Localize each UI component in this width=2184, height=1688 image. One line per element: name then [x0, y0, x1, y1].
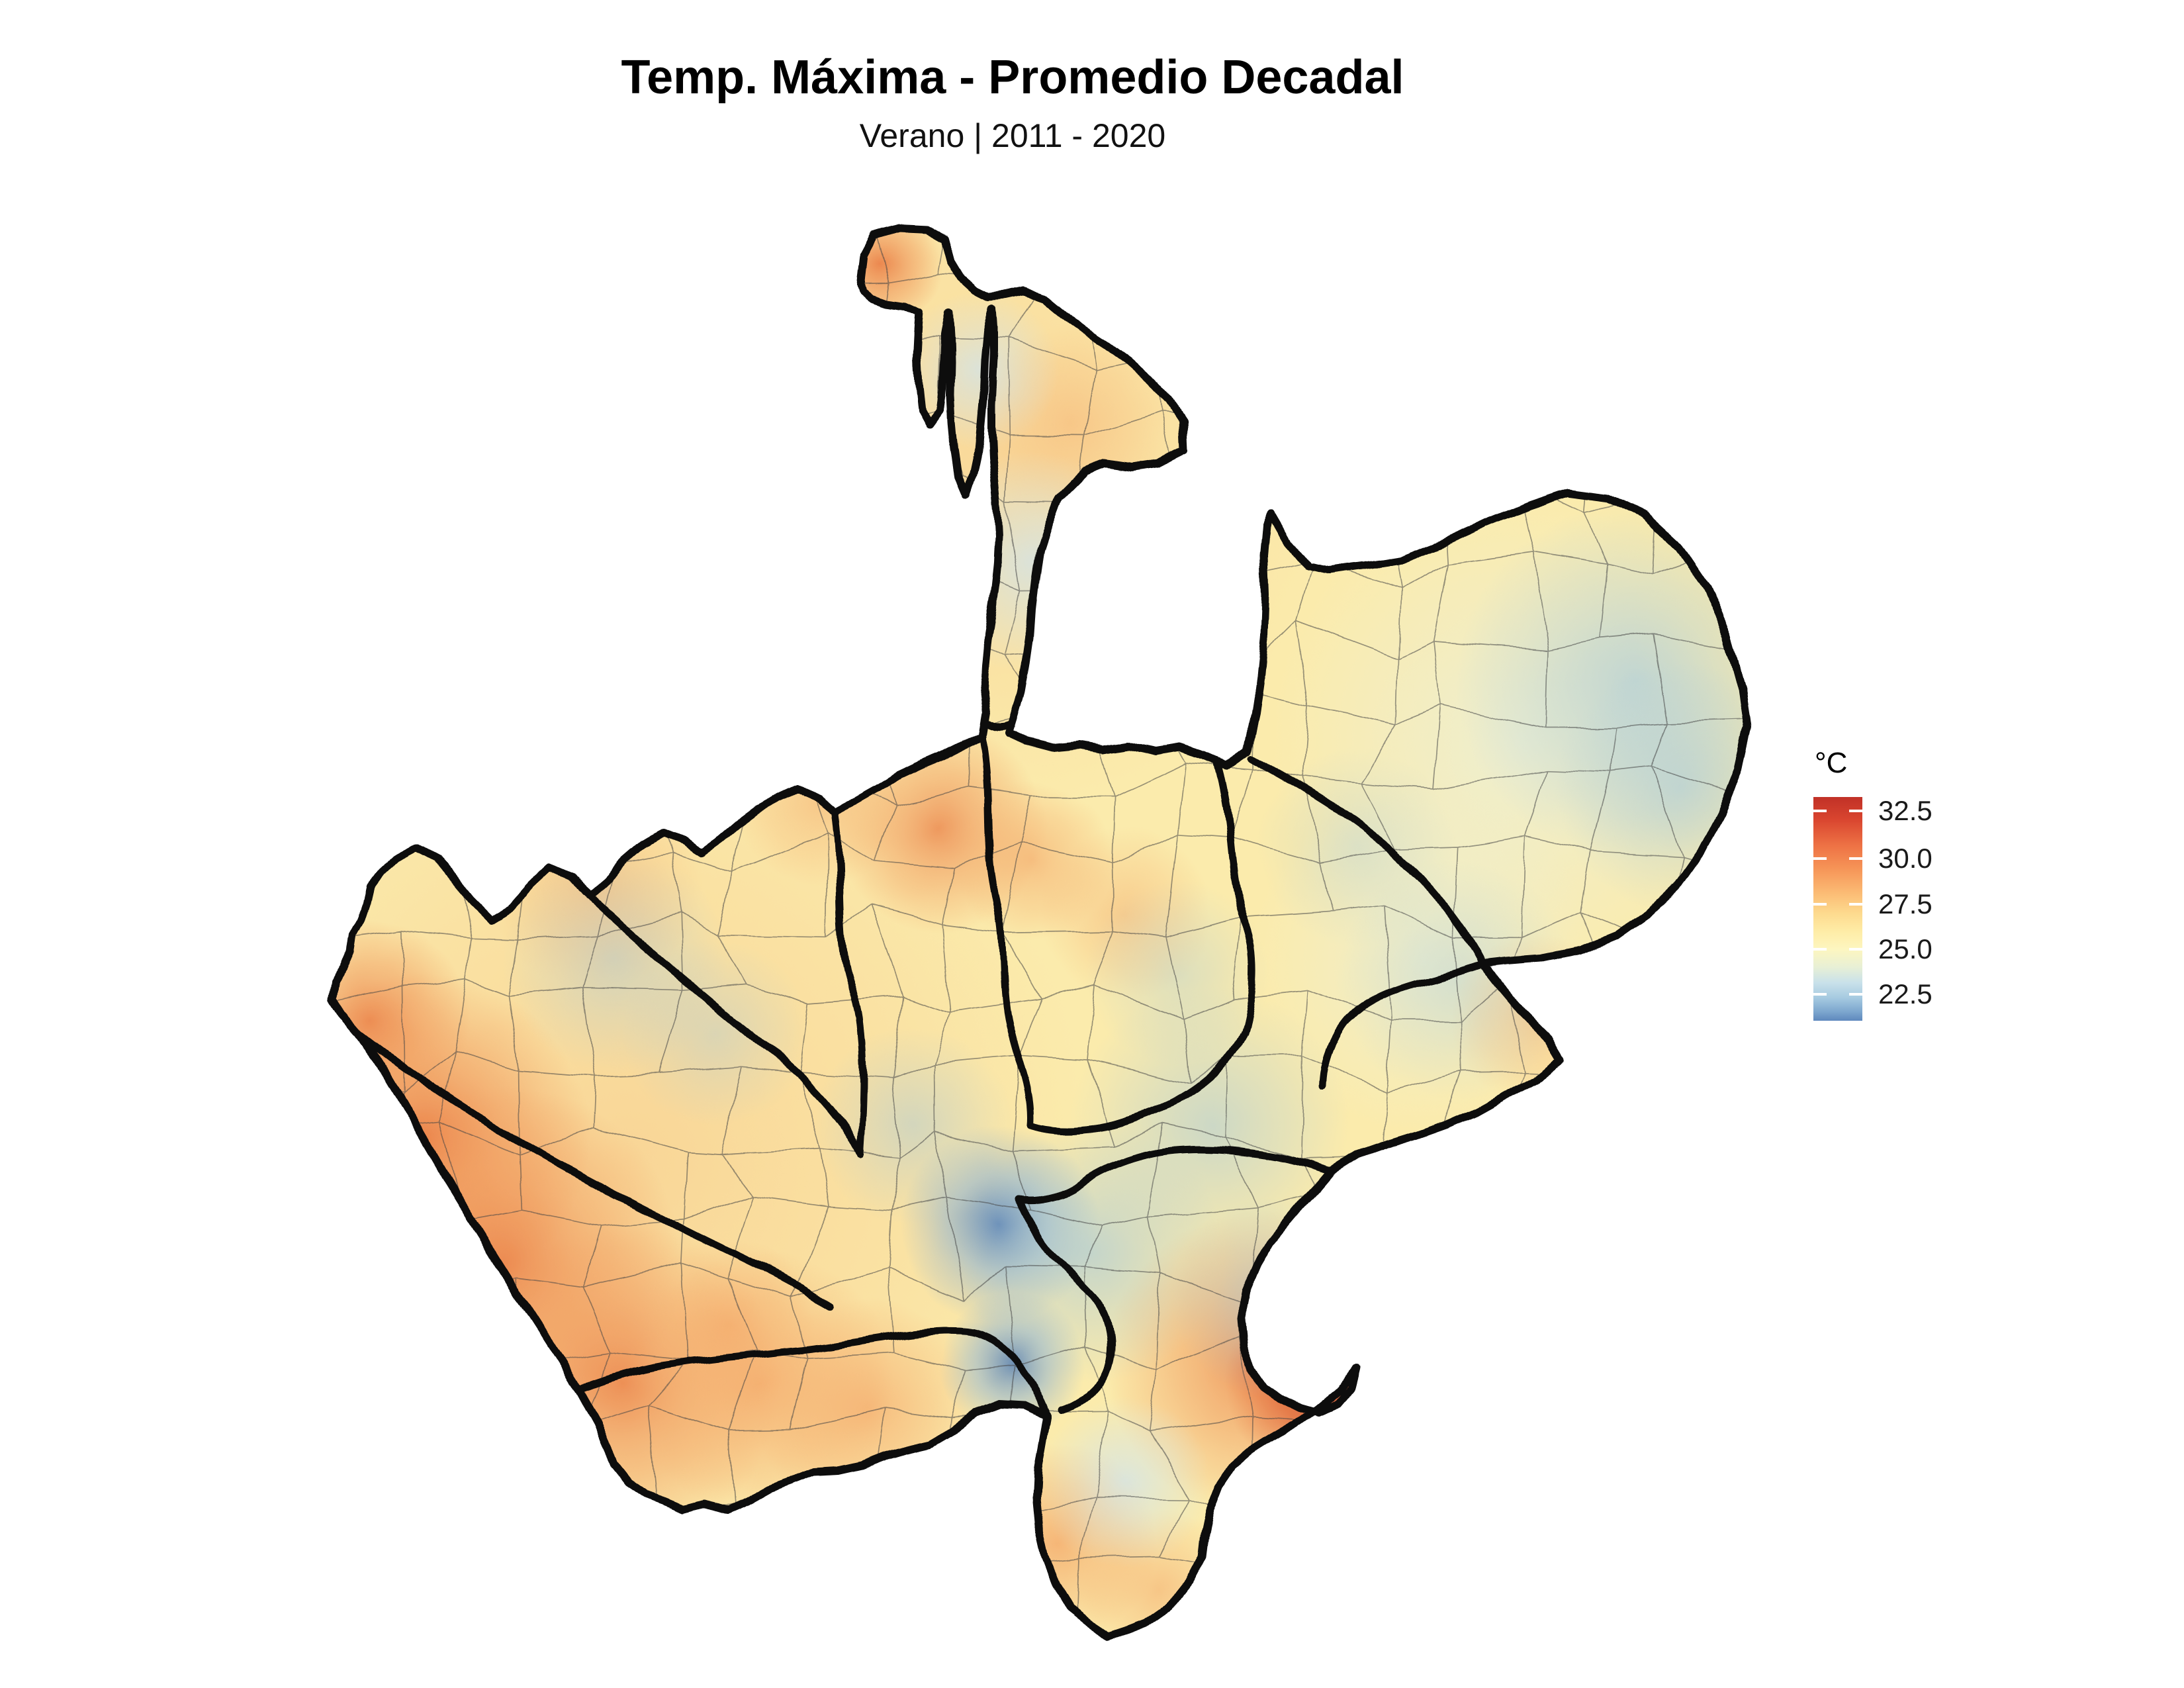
temperature-anomaly-spot: [728, 371, 900, 543]
legend-colorbar: [1813, 797, 1862, 1021]
legend-tick-mark: [1813, 947, 1827, 951]
legend-tick-mark: [1849, 809, 1862, 812]
temperature-anomaly-spot: [642, 1238, 814, 1410]
legend-tick-mark: [1849, 857, 1862, 861]
legend-tick-mark: [1849, 992, 1862, 996]
temperature-anomaly-spot: [1171, 1198, 1370, 1397]
map-layers: [165, 119, 1833, 1688]
legend-title: °C: [1815, 747, 1848, 779]
temperature-anomaly-spot: [622, 940, 807, 1125]
temperature-anomaly-spot: [1039, 1397, 1211, 1569]
legend-tick-label: 32.5: [1878, 794, 1933, 826]
raster-gap: [334, 1062, 375, 1103]
legend: °C 32.5 30.0 27.5 25.0 22.5: [1812, 747, 2090, 1022]
raster-gap: [368, 1282, 414, 1328]
raster-gap: [439, 1414, 496, 1466]
raster-gap: [525, 1471, 582, 1511]
legend-tick-mark: [1813, 902, 1827, 906]
raster-gap: [402, 1358, 453, 1409]
legend-tick-label: 25.0: [1878, 933, 1933, 964]
legend-tick-label: 22.5: [1878, 978, 1933, 1009]
temperature-anomaly-spot: [332, 920, 470, 1119]
temperature-anomaly-spot: [817, 228, 943, 328]
legend-tick-label: 27.5: [1878, 888, 1933, 919]
page-title: Temp. Máxima - Promedio Decadal: [621, 51, 1404, 104]
temperature-anomaly-spot: [1085, 880, 1271, 1066]
legend-tick-mark: [1813, 809, 1827, 812]
region-boundaries: [353, 716, 1486, 1421]
legend-tick-mark: [1813, 857, 1827, 861]
legend-tick-mark: [1813, 992, 1827, 996]
temperature-raster-layer: [332, 228, 1747, 1636]
legend-tick-label: 30.0: [1878, 843, 1933, 874]
legend-tick-mark: [1849, 947, 1862, 951]
page-subtitle: Verano | 2011 - 2020: [859, 117, 1166, 154]
legend-tick-mark: [1849, 902, 1862, 906]
